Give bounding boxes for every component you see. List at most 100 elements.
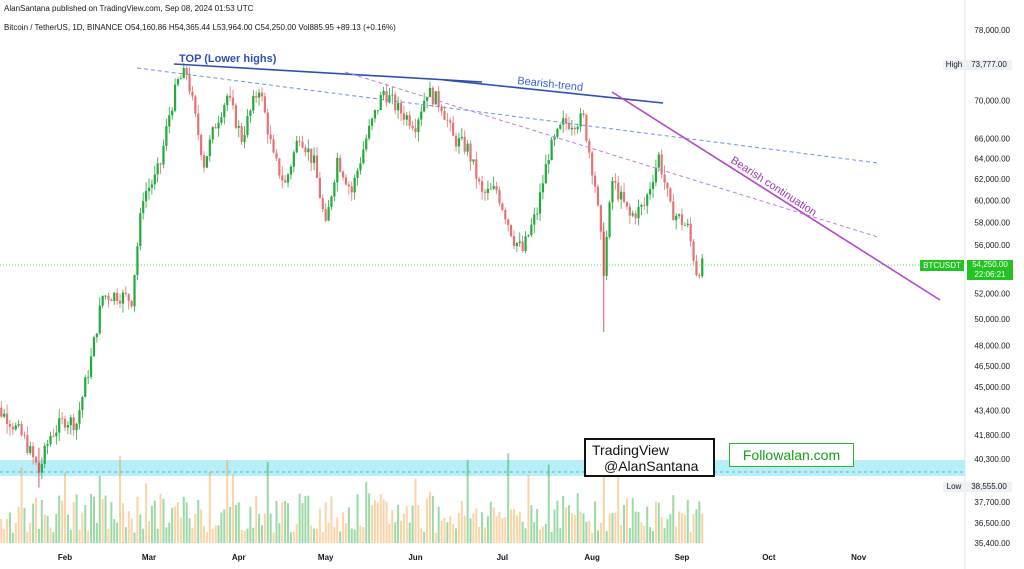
volume-bar xyxy=(197,499,200,543)
candle-body xyxy=(353,177,356,193)
candle-body xyxy=(521,241,524,251)
candle-body xyxy=(695,260,698,276)
candle-body xyxy=(330,196,333,207)
candle-body xyxy=(8,424,12,427)
candle-body xyxy=(197,113,200,135)
price-tick-label: 40,300.00 xyxy=(974,455,1010,464)
volume-bar xyxy=(281,501,284,543)
volume-bar xyxy=(521,521,524,543)
volume-bar xyxy=(223,509,226,543)
candle-body xyxy=(562,118,565,125)
volume-bar xyxy=(350,528,353,543)
open-value: O54,160.86 xyxy=(124,23,167,32)
candle-body xyxy=(55,432,58,437)
candle-body xyxy=(565,118,568,124)
volume-bar xyxy=(324,502,327,543)
candle-body xyxy=(382,91,385,96)
volume-bar xyxy=(150,505,153,543)
candle-body xyxy=(324,209,327,221)
candle-body xyxy=(475,159,478,179)
volume-bar xyxy=(284,500,287,543)
price-tick-label: 66,000.00 xyxy=(974,134,1010,143)
candle-body xyxy=(365,138,368,150)
price-tick-label: 62,000.00 xyxy=(974,175,1010,184)
volume-bar xyxy=(391,509,394,543)
volume-bar xyxy=(489,501,492,543)
candle-body xyxy=(478,178,481,182)
volume-bar xyxy=(81,512,84,543)
volume-bar xyxy=(472,513,475,543)
candle-body xyxy=(443,111,446,120)
volume-bar xyxy=(301,503,304,543)
volume-bar xyxy=(220,512,223,543)
last-price-badge: 54,250.00 22:06:21 xyxy=(967,260,1013,280)
candle-body xyxy=(622,191,626,202)
volume-bar xyxy=(333,526,336,543)
volume-bar xyxy=(188,518,191,543)
candle-body xyxy=(599,205,602,232)
candle-body xyxy=(457,138,461,147)
candle-body xyxy=(5,413,9,425)
volume-bar xyxy=(26,531,29,543)
price-tick-label: 64,000.00 xyxy=(974,154,1010,163)
candle-body xyxy=(168,115,171,127)
price-tick-label: 35,400.00 xyxy=(974,539,1010,548)
volume-bar xyxy=(678,511,681,543)
volume-bar xyxy=(550,532,553,543)
price-tick-label: 78,000.00 xyxy=(974,26,1010,35)
price-axis[interactable]: 78,000.00 70,000.00 66,000.00 64,000.00 62,0… xyxy=(974,26,1010,548)
volume-bar xyxy=(449,516,452,543)
volume-bar xyxy=(657,502,660,543)
candle-body xyxy=(165,126,168,146)
candle-body xyxy=(420,111,423,120)
candle-body xyxy=(643,204,646,206)
candle-body xyxy=(107,295,110,300)
price-tick-label: 45,000.00 xyxy=(974,383,1010,392)
volume-bar xyxy=(654,501,657,543)
volume-bar xyxy=(240,529,243,543)
candle-body xyxy=(515,243,518,247)
volume-bar xyxy=(55,513,58,543)
price-tick-label: 46,500.00 xyxy=(974,362,1010,371)
volume-bar xyxy=(269,513,272,543)
volume-bar xyxy=(75,494,78,543)
candle-body xyxy=(176,79,180,85)
volume-bar xyxy=(20,467,23,543)
volume-bar xyxy=(568,505,570,543)
candle-body xyxy=(596,186,600,206)
candle-body xyxy=(304,147,307,153)
candle-body xyxy=(692,241,695,261)
volume-bar xyxy=(98,475,101,543)
candle-body xyxy=(591,152,594,176)
volume-bar xyxy=(420,528,423,543)
volume-bar xyxy=(145,483,148,543)
volume-bar xyxy=(434,532,437,543)
volume-bar xyxy=(295,524,298,543)
candle-body xyxy=(284,180,287,183)
time-tick-label: Feb xyxy=(58,553,72,562)
volume-bar xyxy=(492,507,495,543)
candle-body xyxy=(46,444,49,446)
time-tick-label: Mar xyxy=(142,553,156,562)
volume-bar xyxy=(498,512,501,543)
candle-body xyxy=(385,91,388,103)
volume-bar xyxy=(573,514,576,543)
volume-bar xyxy=(507,453,510,543)
candle-body xyxy=(463,136,466,152)
volume-bar xyxy=(87,531,90,543)
volume-bar xyxy=(683,514,686,543)
volume-bar xyxy=(634,511,637,543)
price-tick-label: 60,000.00 xyxy=(974,196,1010,205)
candle-body xyxy=(675,215,678,221)
bearish-continuation-line xyxy=(611,91,941,301)
candle-body xyxy=(579,113,582,127)
candle-body xyxy=(118,300,122,304)
time-axis[interactable]: Feb Mar Apr May Jun Jul Aug Sep Oct Nov xyxy=(58,553,867,562)
volume-bar xyxy=(23,507,26,543)
volume-bar xyxy=(200,509,203,543)
candle-body xyxy=(481,181,484,192)
candle-body xyxy=(255,95,258,98)
volume-bar xyxy=(32,503,35,543)
candle-body xyxy=(29,446,32,453)
